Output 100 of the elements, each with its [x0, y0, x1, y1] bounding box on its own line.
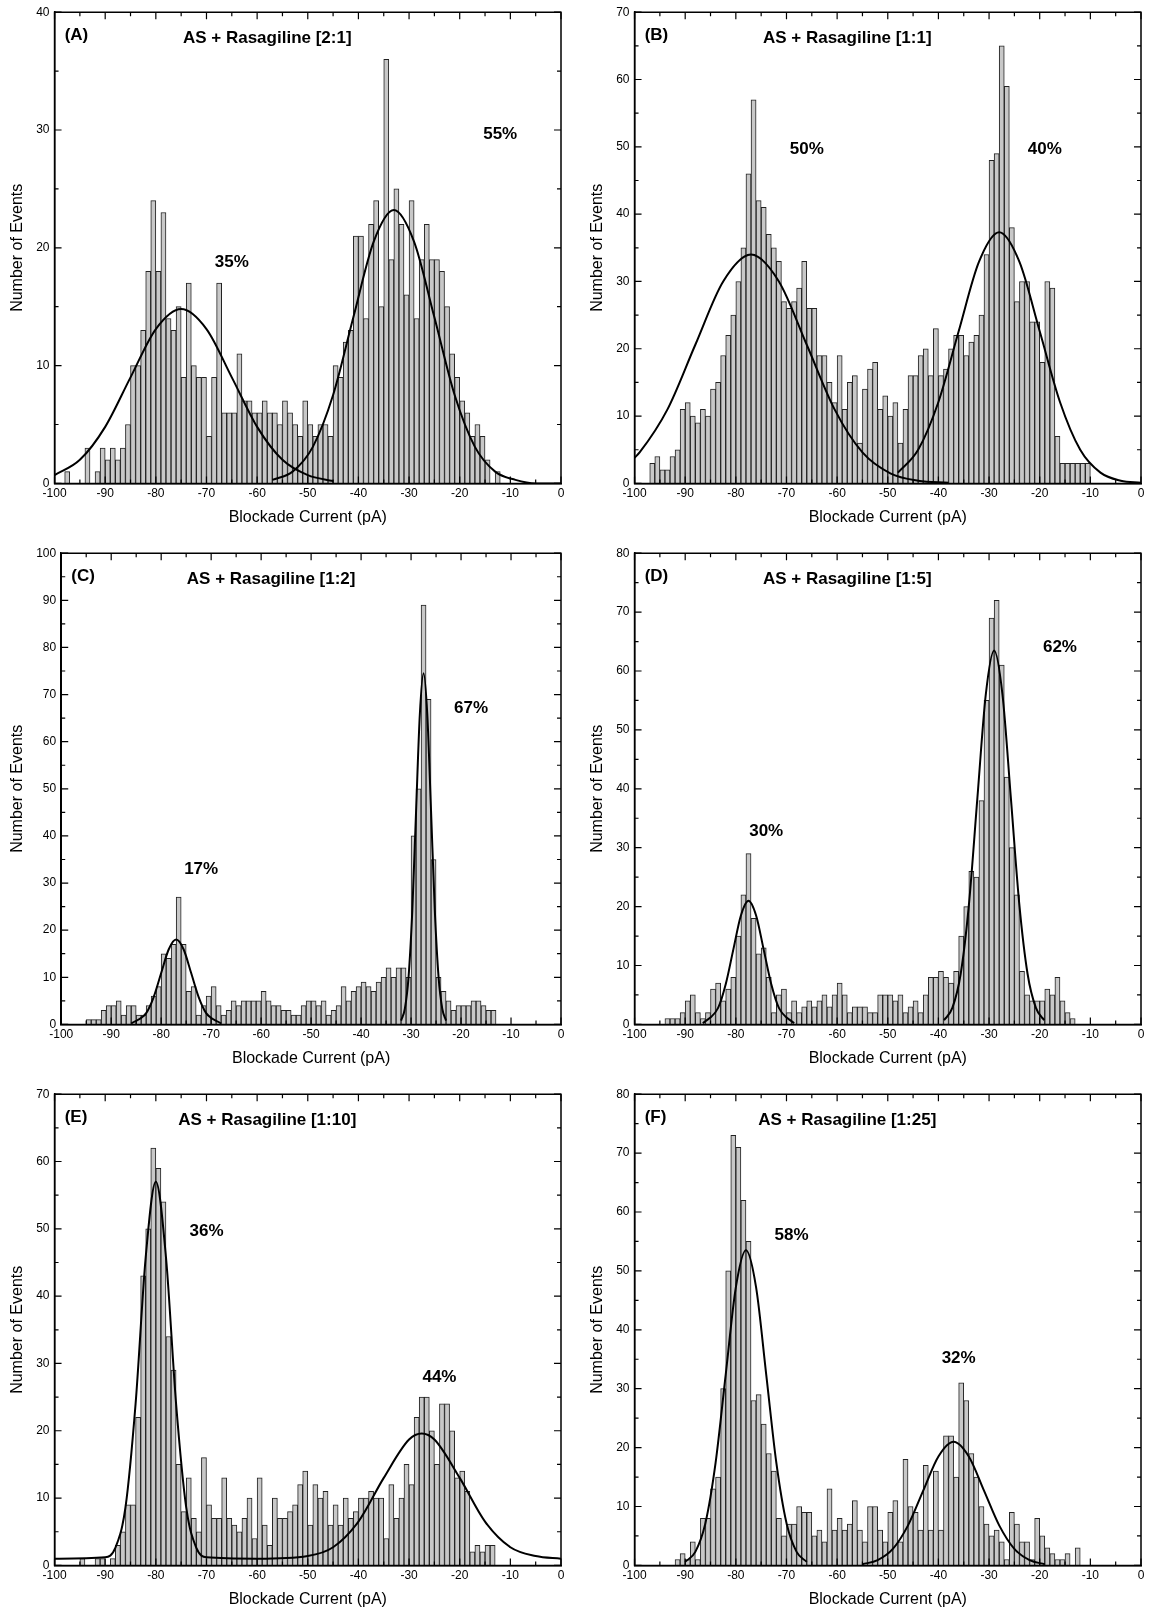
annotation: 62%	[1042, 637, 1077, 657]
y-tick-label: 50	[616, 722, 630, 737]
x-tick-label: -30	[980, 1567, 999, 1582]
y-tick-label: 30	[42, 875, 57, 890]
x-tick-label: -20	[1031, 1026, 1049, 1041]
x-tick-label: -80	[152, 1026, 171, 1041]
x-axis-title: Blockade Current (pA)	[228, 507, 387, 525]
y-tick-label: 100	[36, 545, 57, 560]
text: AS + Rasagiline [1:25]	[758, 1109, 937, 1129]
x-axis-title: Blockade Current (pA)	[228, 1589, 387, 1607]
y-tick-label: 40	[36, 1288, 50, 1303]
y-tick-label: 40	[616, 1322, 630, 1337]
annotation: 36%	[189, 1220, 224, 1240]
y-tick-label: 20	[616, 898, 630, 913]
x-tick-label: -20	[451, 485, 469, 500]
y-tick-label: 70	[616, 604, 630, 619]
x-tick-label: -40	[349, 1567, 368, 1582]
y-tick-label: 40	[36, 4, 50, 19]
y-tick-label: 30	[616, 1381, 630, 1396]
x-tick-label: -30	[400, 485, 419, 500]
x-tick-label: -10	[1081, 1567, 1100, 1582]
x-tick-label: -90	[676, 1567, 695, 1582]
y-tick-label: 10	[36, 357, 50, 372]
y-tick-label: 10	[36, 1490, 50, 1505]
y-tick-label: 60	[616, 1204, 630, 1219]
y-axis-title: Number of Events	[8, 183, 26, 312]
annotation: 58%	[774, 1225, 809, 1245]
x-tick-label: -10	[501, 1567, 520, 1582]
y-tick-label: 70	[616, 1145, 630, 1160]
y-tick-label: 10	[42, 969, 57, 984]
y-tick-label: 60	[42, 733, 57, 748]
x-tick-label: -70	[777, 1026, 796, 1041]
y-tick-label: 70	[42, 686, 57, 701]
y-tick-label: 20	[42, 922, 57, 937]
y-tick-label: 20	[616, 341, 630, 356]
y-tick-label: 80	[616, 545, 630, 560]
y-tick-label: 50	[616, 1263, 630, 1278]
y-tick-label: 50	[42, 781, 57, 796]
x-tick-label: -40	[929, 1567, 948, 1582]
x-tick-label: -20	[452, 1026, 471, 1041]
x-tick-label: -80	[727, 1026, 745, 1041]
y-tick-label: 40	[616, 206, 630, 221]
x-tick-label: -70	[777, 1567, 796, 1582]
text: AS + Rasagiline [1:2]	[186, 568, 356, 588]
x-tick-label: 0	[1137, 1567, 1145, 1582]
x-tick-label: -50	[879, 485, 897, 500]
x-tick-label: 0	[557, 1026, 565, 1041]
annotation: (F)	[644, 1107, 667, 1127]
x-tick-label: -90	[676, 485, 695, 500]
x-tick-label: -10	[1081, 1026, 1100, 1041]
annotation: 30%	[749, 820, 784, 840]
annotation: 55%	[483, 124, 518, 144]
x-tick-label: -30	[980, 1026, 999, 1041]
annotation: 17%	[184, 858, 219, 878]
x-tick-label: -20	[1031, 1567, 1049, 1582]
x-tick-label: -90	[676, 1026, 695, 1041]
x-tick-label: -40	[352, 1026, 371, 1041]
y-axis-title: Number of Events	[588, 724, 606, 853]
y-axis-title: Number of Events	[588, 1265, 606, 1394]
annotation: 40%	[1027, 138, 1062, 158]
x-tick-label: -30	[402, 1026, 421, 1041]
x-tick-label: -10	[501, 485, 520, 500]
x-tick-label: -60	[248, 485, 267, 500]
y-tick-label: 40	[616, 781, 630, 796]
x-tick-label: -50	[302, 1026, 321, 1041]
annotation: (E)	[64, 1107, 88, 1127]
x-axis-title: Blockade Current (pA)	[808, 1048, 967, 1066]
text: AS + Rasagiline [1:1]	[762, 27, 932, 47]
annotation: (A)	[64, 25, 89, 45]
x-tick-label: -40	[349, 485, 368, 500]
annotation: 32%	[941, 1347, 976, 1367]
y-tick-label: 20	[616, 1439, 630, 1454]
x-tick-label: -40	[929, 485, 948, 500]
x-tick-label: -70	[777, 485, 796, 500]
annotation: 67%	[454, 698, 489, 718]
y-tick-label: 60	[36, 1153, 50, 1168]
annotation: 35%	[214, 251, 249, 271]
x-tick-label: -80	[727, 1567, 745, 1582]
x-tick-label: -50	[299, 1567, 317, 1582]
x-tick-label: -90	[102, 1026, 121, 1041]
y-tick-label: 20	[36, 1423, 50, 1438]
y-tick-label: 30	[36, 122, 50, 137]
y-tick-label: 80	[42, 639, 57, 654]
annotation: 44%	[422, 1366, 457, 1386]
text: AS + Rasagiline [1:5]	[762, 568, 932, 588]
x-tick-label: -60	[828, 1026, 847, 1041]
y-axis-title: Number of Events	[8, 724, 26, 853]
x-tick-label: 0	[1137, 485, 1145, 500]
y-axis-title: Number of Events	[8, 1265, 26, 1394]
x-tick-label: -20	[1031, 485, 1049, 500]
x-tick-label: 0	[557, 485, 565, 500]
x-tick-label: 0	[1137, 1026, 1145, 1041]
text: AS + Rasagiline [2:1]	[182, 27, 352, 47]
x-tick-label: 0	[557, 1567, 565, 1582]
x-tick-label: -20	[451, 1567, 469, 1582]
annotation: 50%	[789, 138, 824, 158]
x-tick-label: -90	[96, 1567, 115, 1582]
x-tick-label: -80	[147, 485, 165, 500]
x-tick-label: -30	[980, 485, 999, 500]
y-tick-label: 70	[36, 1086, 50, 1101]
